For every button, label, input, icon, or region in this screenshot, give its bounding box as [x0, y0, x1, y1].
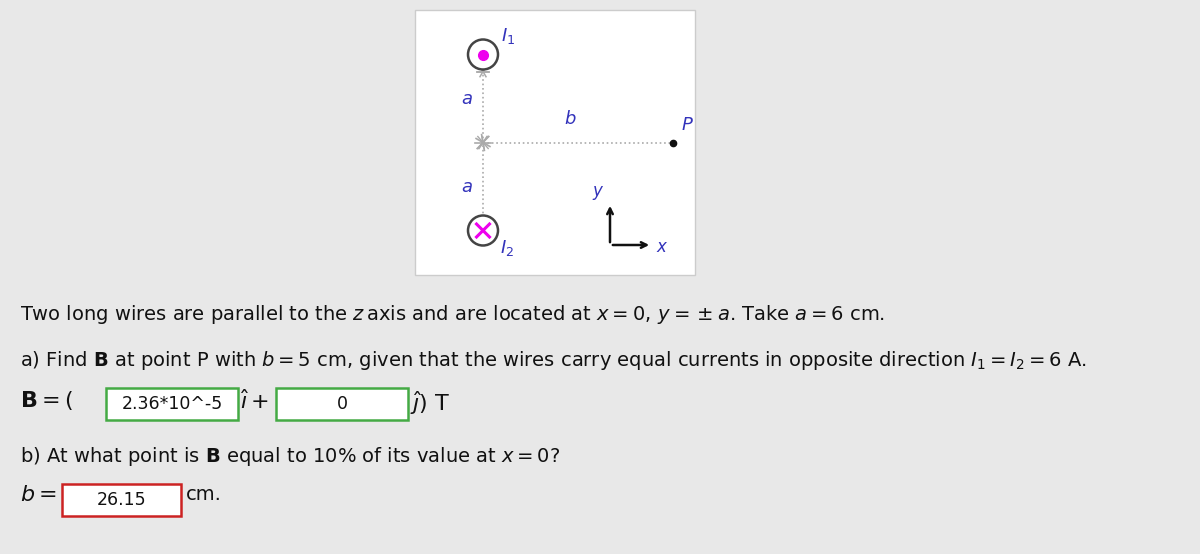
Text: 0: 0 — [336, 395, 348, 413]
Text: $\mathbf{B} = ($: $\mathbf{B} = ($ — [20, 389, 73, 412]
Text: $x$: $x$ — [656, 238, 668, 256]
Text: cm.: cm. — [186, 485, 222, 504]
Circle shape — [468, 216, 498, 245]
FancyBboxPatch shape — [276, 388, 408, 420]
Text: $b = $: $b = $ — [20, 485, 56, 505]
Text: $\hat{\imath}+$: $\hat{\imath}+$ — [240, 389, 269, 413]
Text: $y$: $y$ — [592, 184, 605, 202]
Circle shape — [468, 39, 498, 69]
Text: $a$: $a$ — [461, 90, 473, 107]
Text: $P$: $P$ — [682, 115, 694, 134]
Text: $I_1$: $I_1$ — [502, 27, 515, 47]
Text: $a$: $a$ — [461, 177, 473, 196]
Text: b) At what point is $\mathbf{B}$ equal to 10% of its value at $x = 0$?: b) At what point is $\mathbf{B}$ equal t… — [20, 445, 560, 468]
FancyBboxPatch shape — [415, 10, 695, 275]
FancyBboxPatch shape — [106, 388, 238, 420]
Text: 2.36*10^-5: 2.36*10^-5 — [121, 395, 223, 413]
Text: Two long wires are parallel to the $z\,$axis and are located at $x = 0,\, y = \p: Two long wires are parallel to the $z\,$… — [20, 303, 886, 326]
FancyBboxPatch shape — [62, 484, 181, 516]
Text: a) Find $\mathbf{B}$ at point P with $b = 5$ cm, given that the wires carry equa: a) Find $\mathbf{B}$ at point P with $b … — [20, 349, 1086, 372]
Text: $\hat{\jmath}$) T: $\hat{\jmath}$) T — [410, 389, 450, 417]
Text: 26.15: 26.15 — [97, 491, 146, 509]
Text: $I_2$: $I_2$ — [500, 239, 514, 259]
Text: $b$: $b$ — [564, 110, 576, 129]
